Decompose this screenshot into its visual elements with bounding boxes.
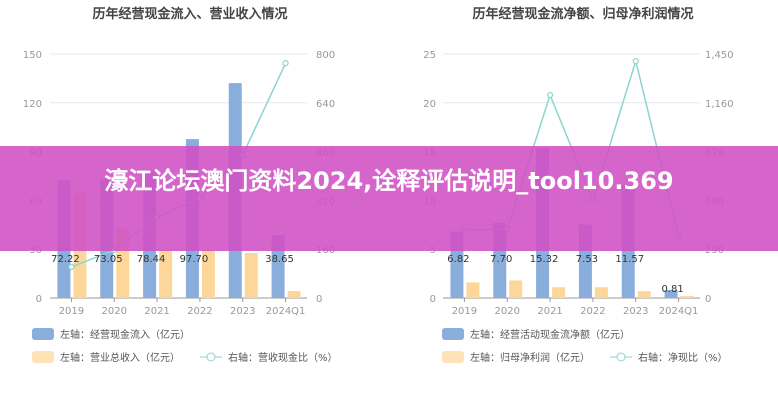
legend-line-marker — [616, 352, 626, 362]
legend-swatch — [32, 328, 54, 340]
x-axis-tick: 2020 — [102, 306, 127, 317]
legend-swatch — [442, 328, 464, 340]
data-label: 7.70 — [490, 254, 512, 265]
bar-1-s1 — [664, 290, 678, 298]
legend-label: 左轴：归母净利润（亿元） — [470, 351, 590, 364]
bar-1-s2 — [552, 287, 566, 298]
x-axis-tick: 2024Q1 — [266, 306, 306, 317]
left-axis-tick: 150 — [23, 50, 42, 61]
x-axis-tick: 2023 — [230, 306, 255, 317]
overlay-banner: 濠江论坛澳门资料2024,诠释评估说明_tool10.369 — [0, 146, 778, 251]
legend-label: 右轴：净现比（%） — [638, 351, 728, 364]
data-label: 78.44 — [137, 254, 166, 265]
data-label: 38.65 — [265, 254, 294, 265]
left-axis-tick: 25 — [423, 50, 436, 61]
x-axis-tick: 2024Q1 — [659, 306, 699, 317]
left-axis-tick: 0 — [430, 294, 436, 305]
bar-1-s2 — [637, 291, 651, 298]
data-label: 97.70 — [180, 254, 209, 265]
x-axis-tick: 2019 — [452, 306, 477, 317]
legend-label: 左轴：经营活动现金流净额（亿元） — [470, 328, 630, 341]
data-label: 6.82 — [447, 254, 469, 265]
legend-line-marker — [206, 352, 216, 362]
bar-1-s2 — [594, 287, 608, 298]
left-axis-tick: 20 — [423, 99, 436, 110]
right-axis-tick: 0 — [705, 294, 711, 305]
data-label: 15.32 — [530, 254, 559, 265]
line-point — [282, 60, 289, 67]
x-axis-tick: 2021 — [144, 306, 169, 317]
right-axis-tick: 800 — [316, 50, 335, 61]
bar-1-s2 — [466, 282, 480, 298]
x-axis-tick: 2019 — [59, 306, 84, 317]
bar-0-s2 — [244, 252, 258, 298]
bar-0-s2 — [159, 250, 173, 298]
legend-label: 右轴：营收现金比（%） — [228, 351, 338, 364]
chart-title: 历年经营现金流入、营业收入情况 — [92, 6, 287, 22]
x-axis-tick: 2022 — [580, 306, 605, 317]
data-label: 72.22 — [51, 254, 80, 265]
line-point — [546, 91, 554, 99]
left-axis-tick: 120 — [23, 99, 42, 110]
right-axis-tick: 0 — [316, 294, 322, 305]
line-point — [632, 57, 639, 65]
data-label: 11.57 — [615, 254, 644, 265]
x-axis-tick: 2020 — [495, 306, 520, 317]
legend-label: 左轴：营业总收入（亿元） — [60, 351, 180, 364]
chart-title: 历年经营现金流净额、归母净利润情况 — [472, 6, 693, 22]
bar-0-s2 — [287, 291, 301, 298]
banner-text: 濠江论坛澳门资料2024,诠释评估说明_tool10.369 — [104, 167, 674, 195]
line-point — [68, 263, 75, 270]
x-axis-tick: 2023 — [623, 306, 648, 317]
x-axis-tick: 2022 — [187, 306, 212, 317]
x-axis-tick: 2021 — [537, 306, 562, 317]
data-label: 7.53 — [576, 254, 598, 265]
bar-0-s2 — [201, 250, 215, 298]
right-axis-tick: 1,450 — [705, 50, 734, 61]
left-axis-tick: 0 — [36, 294, 42, 305]
legend-label: 左轴：经营现金流入（亿元） — [60, 328, 190, 341]
right-axis-tick: 640 — [316, 99, 335, 110]
bar-1-s2 — [680, 296, 694, 298]
legend-swatch — [442, 351, 464, 363]
bar-1-s2 — [509, 280, 523, 298]
data-label: 73.05 — [94, 254, 123, 265]
data-label: 0.81 — [661, 284, 683, 295]
legend-swatch — [32, 351, 54, 363]
right-axis-tick: 1,160 — [705, 99, 734, 110]
